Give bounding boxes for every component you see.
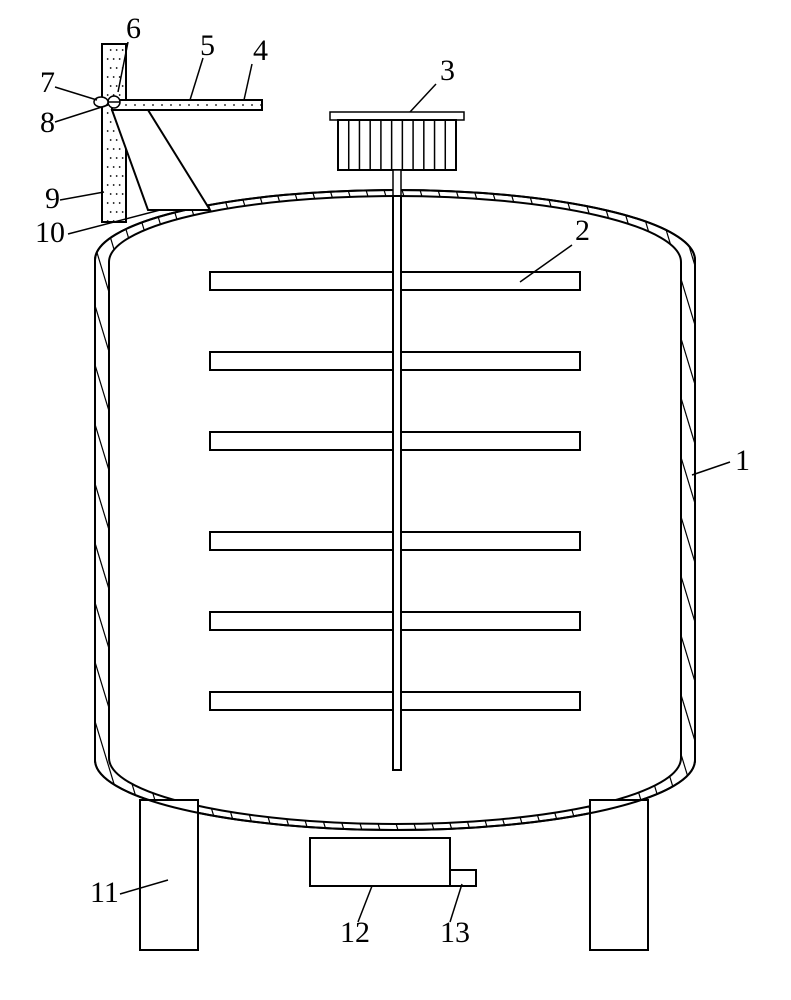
leader-4 [244,64,252,100]
label-3: 3 [440,54,455,87]
motor-body [338,120,456,170]
label-5: 5 [200,29,215,62]
label-9: 9 [45,182,60,215]
label-1: 1 [735,444,750,477]
label-4: 4 [253,34,268,67]
label-7: 7 [40,66,55,99]
shaft-upper [393,170,401,196]
label-8: 8 [40,106,55,139]
feed-tray [112,100,262,110]
leg-right [590,800,648,950]
leader-9 [60,192,104,200]
motor-top-plate [330,112,464,120]
label-10: 10 [35,216,65,249]
label-11: 11 [90,876,119,909]
leader-8 [55,105,108,122]
outlet-box [310,838,450,886]
label-13: 13 [440,916,470,949]
leader-1 [692,462,730,475]
leader-7 [55,87,97,100]
outlet-pipe [450,870,476,886]
leg-left [140,800,198,950]
label-12: 12 [340,916,370,949]
label-6: 6 [126,12,141,45]
label-2: 2 [575,214,590,247]
leader-5 [190,58,203,100]
leader-3 [410,84,436,112]
